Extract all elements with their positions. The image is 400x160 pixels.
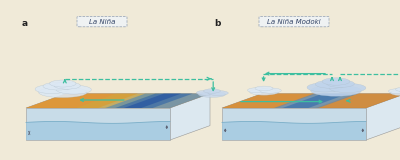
- Polygon shape: [222, 94, 400, 108]
- Polygon shape: [26, 94, 138, 108]
- Polygon shape: [26, 108, 170, 140]
- Polygon shape: [26, 121, 170, 140]
- Polygon shape: [105, 94, 210, 108]
- Ellipse shape: [248, 88, 268, 93]
- Ellipse shape: [54, 82, 80, 89]
- Ellipse shape: [208, 91, 228, 96]
- Polygon shape: [115, 94, 193, 108]
- Ellipse shape: [390, 90, 400, 96]
- Ellipse shape: [50, 80, 76, 87]
- Ellipse shape: [38, 87, 87, 98]
- Ellipse shape: [388, 89, 400, 94]
- Polygon shape: [366, 94, 400, 140]
- Text: a: a: [22, 19, 28, 28]
- Polygon shape: [222, 94, 400, 108]
- Ellipse shape: [322, 78, 350, 85]
- Polygon shape: [222, 121, 366, 140]
- Ellipse shape: [315, 80, 348, 88]
- Ellipse shape: [329, 83, 366, 92]
- Polygon shape: [282, 94, 348, 108]
- Polygon shape: [170, 94, 210, 140]
- Ellipse shape: [35, 85, 68, 94]
- Ellipse shape: [196, 90, 216, 95]
- Polygon shape: [26, 94, 210, 108]
- Polygon shape: [124, 94, 181, 108]
- Polygon shape: [222, 94, 317, 108]
- Ellipse shape: [260, 88, 281, 93]
- Ellipse shape: [396, 87, 400, 92]
- Text: La Niña: La Niña: [89, 19, 115, 25]
- Ellipse shape: [327, 80, 354, 87]
- Text: La Niña Modoki: La Niña Modoki: [267, 19, 321, 25]
- Ellipse shape: [307, 83, 342, 92]
- Ellipse shape: [56, 85, 91, 94]
- Ellipse shape: [250, 89, 278, 95]
- Polygon shape: [26, 94, 210, 108]
- Text: b: b: [214, 19, 220, 28]
- Ellipse shape: [204, 89, 220, 93]
- Polygon shape: [222, 108, 366, 140]
- FancyBboxPatch shape: [259, 16, 329, 27]
- Ellipse shape: [43, 82, 74, 90]
- Ellipse shape: [198, 91, 226, 97]
- Polygon shape: [274, 94, 358, 108]
- Ellipse shape: [311, 85, 361, 96]
- Polygon shape: [76, 94, 160, 108]
- Polygon shape: [316, 94, 400, 108]
- FancyBboxPatch shape: [77, 16, 127, 27]
- Ellipse shape: [255, 86, 273, 91]
